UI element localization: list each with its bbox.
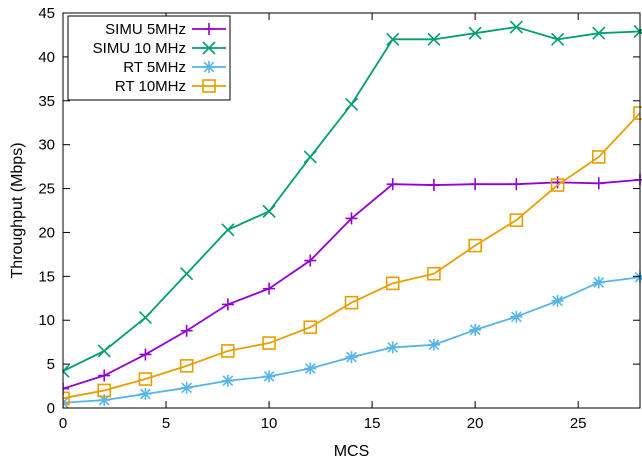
legend: SIMU 5MHz SIMU 10 MHz RT 5MHz RT 10MHz — [67, 15, 231, 101]
x-axis-title: MCS — [334, 443, 370, 460]
plus-marker — [63, 382, 69, 395]
square-marker — [509, 213, 524, 227]
x-tick-label: 10 — [261, 415, 278, 432]
y-tick-label: 30 — [38, 137, 55, 154]
star-marker — [304, 362, 317, 375]
star-marker — [263, 370, 276, 383]
star-marker — [386, 341, 399, 354]
legend-label: SIMU 5MHz — [105, 21, 186, 38]
y-tick-label: 5 — [47, 356, 55, 373]
square-marker — [179, 359, 194, 373]
plus-marker — [98, 369, 111, 382]
y-axis-title: Throughput (Mbps) — [9, 142, 26, 278]
plus-marker — [469, 178, 482, 191]
series-line — [63, 112, 641, 400]
x-tick-label: 15 — [364, 415, 381, 432]
square-marker — [221, 344, 235, 358]
x-tick-label: 25 — [570, 415, 587, 432]
plus-marker — [427, 179, 440, 192]
plus-marker — [510, 178, 523, 191]
plus-marker — [263, 282, 276, 295]
star-marker — [98, 394, 111, 407]
square-marker — [63, 391, 70, 406]
square-marker — [468, 238, 482, 253]
cross-marker — [202, 41, 216, 55]
y-tick-label: 20 — [38, 224, 55, 241]
y-tick-label: 0 — [47, 400, 55, 417]
y-tick-label: 35 — [38, 93, 55, 110]
x-tick-label: 0 — [59, 415, 67, 432]
star-marker — [510, 310, 523, 323]
cross-marker — [386, 32, 400, 46]
y-tick-label: 15 — [38, 268, 55, 285]
legend-item: SIMU 10 MHz — [93, 40, 226, 57]
star-marker — [203, 61, 215, 73]
cross-marker — [551, 32, 565, 46]
cross-marker — [468, 26, 482, 40]
y-tick-label: 40 — [38, 49, 55, 66]
cross-marker — [63, 364, 70, 378]
legend-item: SIMU 5MHz — [105, 21, 226, 38]
plus-marker — [386, 178, 399, 191]
cross-marker — [344, 97, 359, 111]
y-tick-label: 25 — [38, 181, 55, 198]
legend-label: SIMU 10 MHz — [93, 40, 186, 57]
star-marker — [551, 294, 564, 307]
square-marker — [303, 320, 318, 335]
square-marker — [344, 295, 359, 310]
star-marker — [221, 374, 234, 387]
square-marker — [262, 336, 276, 350]
square-marker — [138, 372, 153, 386]
star-marker — [427, 338, 440, 351]
legend-item: RT 10MHz — [115, 78, 226, 95]
square-marker — [97, 383, 112, 398]
star-marker — [592, 276, 605, 289]
plus-marker — [345, 212, 358, 225]
series-layer — [63, 20, 642, 409]
plus-marker — [592, 177, 605, 190]
y-tick-label: 10 — [38, 312, 55, 329]
series-1 — [63, 173, 642, 395]
square-marker — [202, 79, 216, 93]
cross-marker — [97, 344, 111, 358]
cross-marker — [138, 311, 152, 325]
star-marker — [180, 381, 193, 394]
x-tick-label: 5 — [162, 415, 170, 432]
square-marker — [385, 276, 400, 291]
plot-frame — [62, 12, 641, 409]
series-3 — [63, 271, 642, 409]
plus-marker — [304, 254, 317, 267]
plus-marker — [221, 298, 234, 311]
plus-marker — [203, 23, 215, 35]
star-marker — [139, 387, 152, 400]
y-tick-label: 45 — [38, 5, 55, 22]
series-2 — [63, 20, 642, 378]
star-marker — [469, 323, 482, 336]
plus-marker — [139, 348, 152, 361]
square-marker — [427, 266, 441, 281]
legend-label: RT 5MHz — [123, 59, 186, 76]
star-marker — [345, 351, 358, 364]
cross-marker — [427, 32, 441, 46]
x-tick-label: 20 — [467, 415, 484, 432]
cross-marker — [262, 204, 276, 218]
cross-marker — [509, 20, 523, 34]
legend-item: RT 5MHz — [123, 59, 226, 76]
cross-marker — [180, 267, 194, 281]
series-4 — [63, 106, 642, 406]
square-marker — [591, 150, 606, 164]
ticks-layer: 0 5 10 15 20 25 30 35 40 45 0 5 10 15 20 25 — [38, 5, 640, 432]
legend-label: RT 10MHz — [115, 78, 186, 95]
cross-marker — [221, 223, 235, 237]
star-marker — [634, 271, 642, 284]
cross-marker — [303, 150, 317, 164]
square-marker — [550, 178, 565, 192]
plus-marker — [634, 173, 642, 186]
plus-marker — [180, 324, 193, 337]
cross-marker — [592, 26, 606, 40]
